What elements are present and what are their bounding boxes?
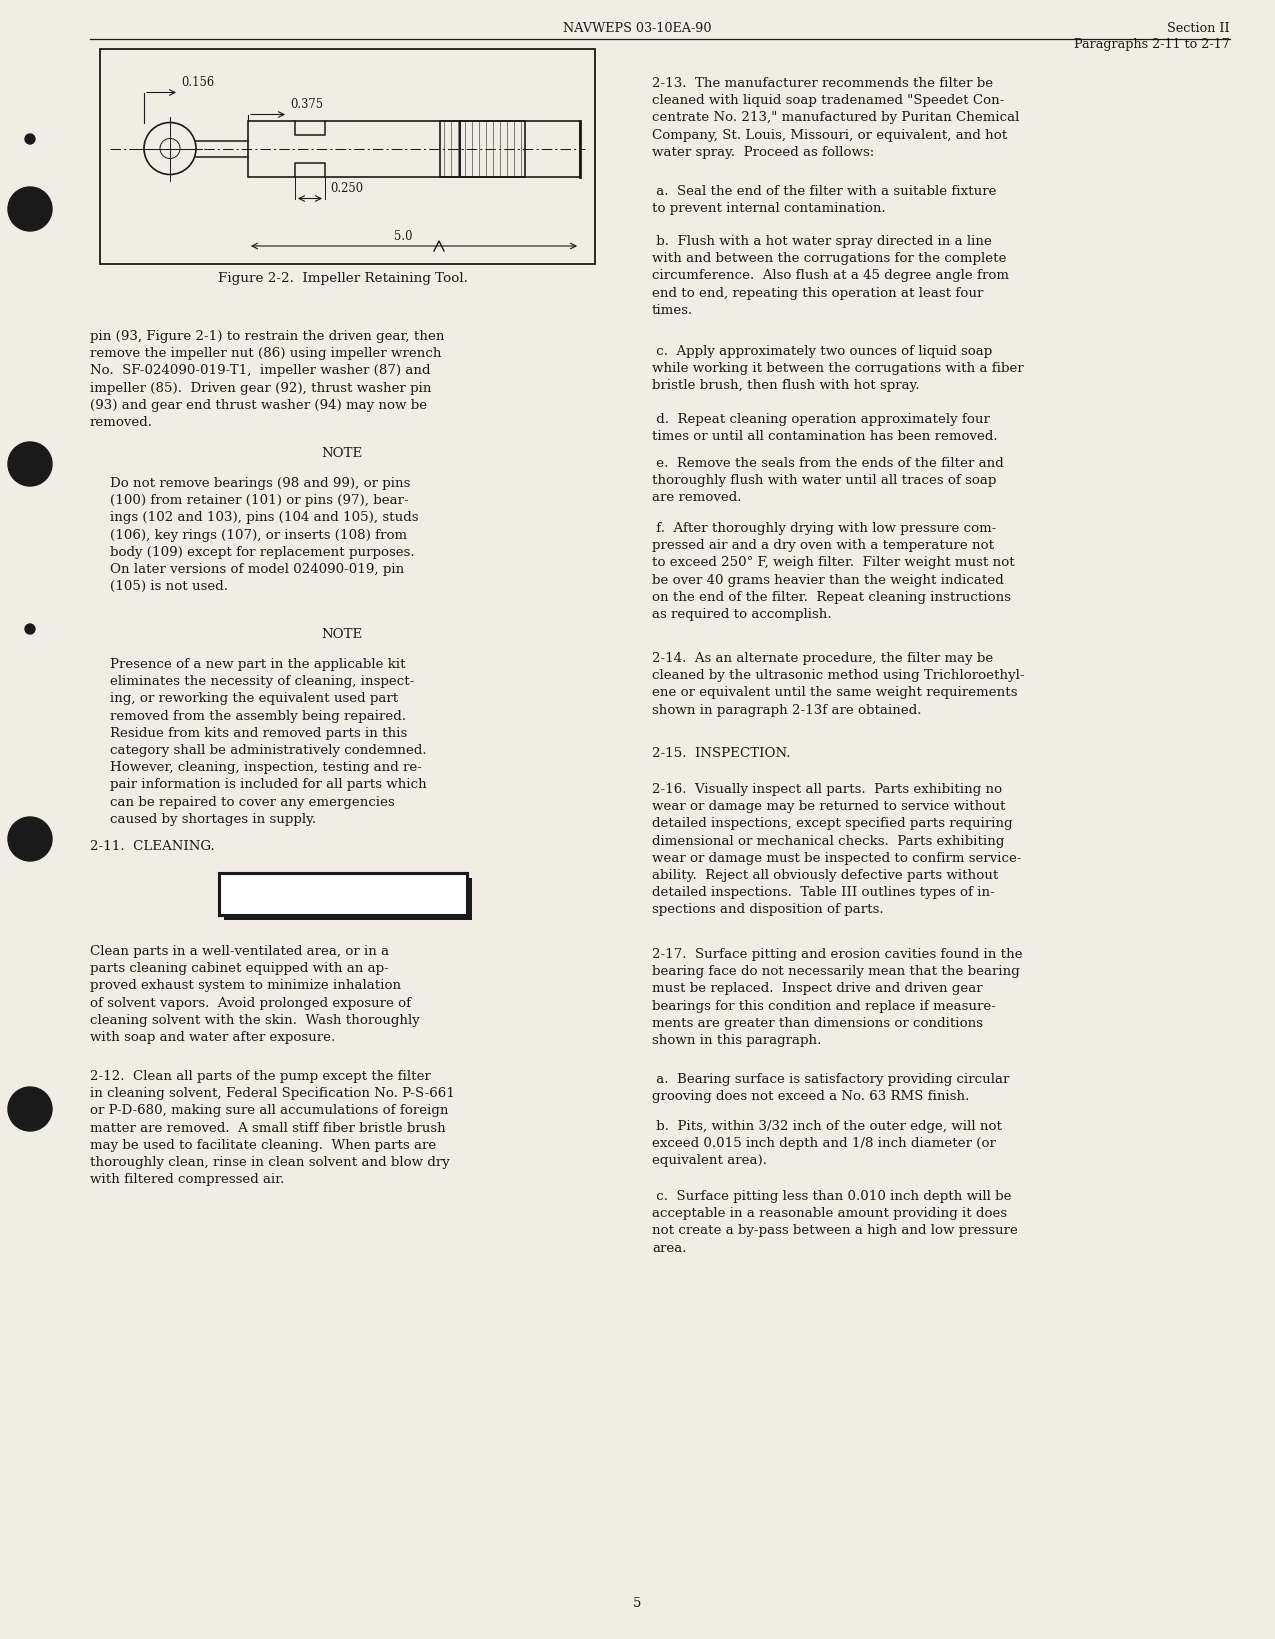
- Bar: [460, 121, 580, 177]
- Text: 2-13.  The manufacturer recommends the filter be
cleaned with liquid soap traden: 2-13. The manufacturer recommends the fi…: [652, 77, 1020, 159]
- Text: c.  Surface pitting less than 0.010 inch depth will be
acceptable in a reasonabl: c. Surface pitting less than 0.010 inch …: [652, 1190, 1017, 1254]
- Text: WARNING: WARNING: [288, 885, 397, 903]
- Text: 2-15.  INSPECTION.: 2-15. INSPECTION.: [652, 746, 790, 759]
- Bar: [249, 121, 460, 177]
- Text: NAVWEPS 03-10EA-90: NAVWEPS 03-10EA-90: [562, 21, 711, 34]
- Text: 2-17.  Surface pitting and erosion cavities found in the
bearing face do not nec: 2-17. Surface pitting and erosion caviti…: [652, 947, 1023, 1046]
- Text: 2-12.  Clean all parts of the pump except the filter
in cleaning solvent, Federa: 2-12. Clean all parts of the pump except…: [91, 1069, 455, 1185]
- Text: 5.0: 5.0: [394, 229, 413, 243]
- Text: Figure 2-2.  Impeller Retaining Tool.: Figure 2-2. Impeller Retaining Tool.: [218, 272, 468, 285]
- Bar: [99, 49, 595, 266]
- Bar: [440, 121, 525, 177]
- Text: b.  Pits, within 3/32 inch of the outer edge, will not
exceed 0.015 inch depth a: b. Pits, within 3/32 inch of the outer e…: [652, 1119, 1002, 1167]
- Bar: [218, 874, 467, 916]
- Circle shape: [26, 624, 34, 634]
- Text: 2-14.  As an alternate procedure, the filter may be
cleaned by the ultrasonic me: 2-14. As an alternate procedure, the fil…: [652, 652, 1025, 716]
- Text: NOTE: NOTE: [321, 447, 363, 459]
- Text: Presence of a new part in the applicable kit
eliminates the necessity of cleanin: Presence of a new part in the applicable…: [110, 657, 427, 826]
- Text: 2-16.  Visually inspect all parts.  Parts exhibiting no
wear or damage may be re: 2-16. Visually inspect all parts. Parts …: [652, 782, 1021, 916]
- Bar: [218, 874, 467, 916]
- Text: Paragraphs 2-11 to 2-17: Paragraphs 2-11 to 2-17: [1075, 38, 1230, 51]
- Text: 2-11.  CLEANING.: 2-11. CLEANING.: [91, 839, 214, 852]
- Text: pin (93, Figure 2-1) to restrain the driven gear, then
remove the impeller nut (: pin (93, Figure 2-1) to restrain the dri…: [91, 329, 445, 429]
- Text: c.  Apply approximately two ounces of liquid soap
while working it between the c: c. Apply approximately two ounces of liq…: [652, 344, 1024, 392]
- Text: b.  Flush with a hot water spray directed in a line
with and between the corruga: b. Flush with a hot water spray directed…: [652, 234, 1009, 316]
- Text: 0.250: 0.250: [330, 182, 363, 195]
- Circle shape: [26, 134, 34, 144]
- Text: a.  Seal the end of the filter with a suitable fixture
to prevent internal conta: a. Seal the end of the filter with a sui…: [652, 185, 997, 215]
- Circle shape: [8, 1087, 52, 1131]
- Text: Clean parts in a well-ventilated area, or in a
parts cleaning cabinet equipped w: Clean parts in a well-ventilated area, o…: [91, 944, 419, 1044]
- Text: Do not remove bearings (98 and 99), or pins
(100) from retainer (101) or pins (9: Do not remove bearings (98 and 99), or p…: [110, 477, 418, 593]
- Bar: [223, 879, 472, 921]
- Text: d.  Repeat cleaning operation approximately four
times or until all contaminatio: d. Repeat cleaning operation approximate…: [652, 413, 997, 443]
- Text: 0.375: 0.375: [289, 98, 323, 111]
- Text: e.  Remove the seals from the ends of the filter and
thoroughly flush with water: e. Remove the seals from the ends of the…: [652, 457, 1003, 505]
- Text: 5: 5: [632, 1596, 641, 1609]
- Text: Section II: Section II: [1168, 21, 1230, 34]
- Text: 0.156: 0.156: [181, 77, 214, 90]
- Text: NOTE: NOTE: [321, 628, 363, 641]
- Circle shape: [8, 443, 52, 487]
- Circle shape: [8, 188, 52, 231]
- Circle shape: [8, 818, 52, 862]
- Text: f.  After thoroughly drying with low pressure com-
pressed air and a dry oven wi: f. After thoroughly drying with low pres…: [652, 521, 1015, 621]
- Text: a.  Bearing surface is satisfactory providing circular
grooving does not exceed : a. Bearing surface is satisfactory provi…: [652, 1072, 1010, 1103]
